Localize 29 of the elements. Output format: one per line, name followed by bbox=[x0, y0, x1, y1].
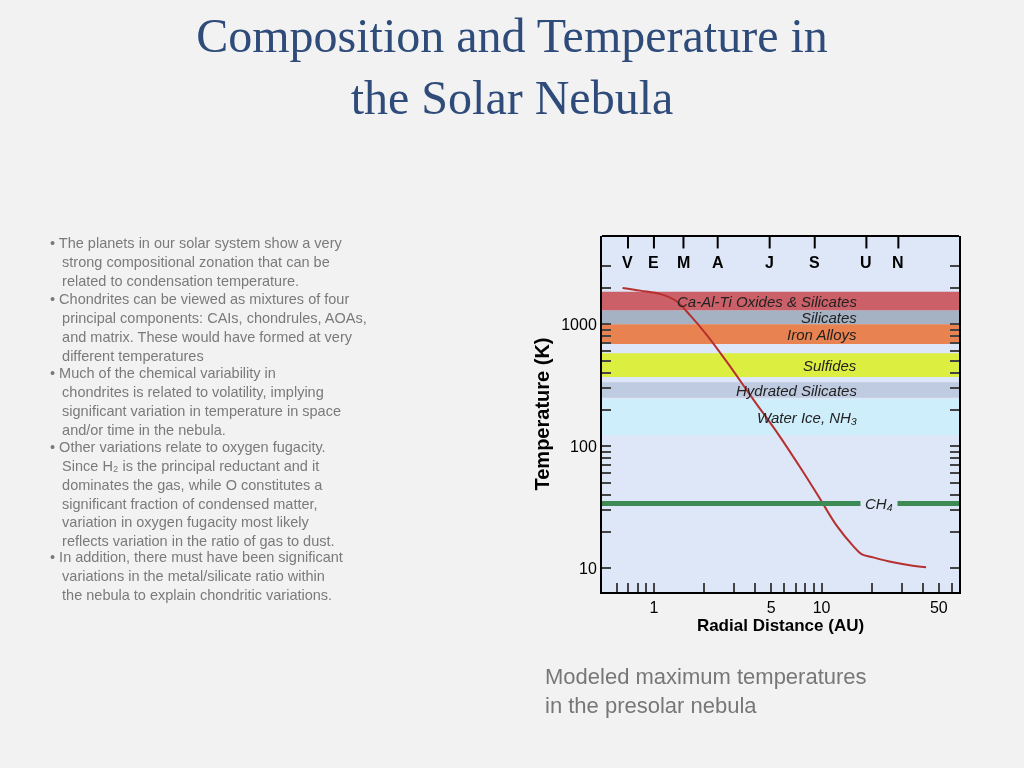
x-axis-title: Radial Distance (AU) bbox=[696, 616, 865, 636]
y-tick-label: 10 bbox=[579, 559, 597, 577]
ref-line-label: E bbox=[648, 254, 659, 271]
y-axis-title: Temperature (K) bbox=[531, 337, 554, 491]
band-label: Ca-Al-Ti Oxides & Silicates bbox=[677, 293, 858, 310]
y-tick-label: 100 bbox=[570, 437, 597, 455]
ref-line-label: U bbox=[860, 254, 872, 271]
ref-line-label: N bbox=[892, 254, 904, 271]
ref-line-label: A bbox=[712, 254, 724, 271]
text: • Other variations relate to oxygen fugacity. Since H₂ is the principal reductant and it dominates the gas, while O constitutes a significant fraction of condensed matter, variation in oxygen fugacity most likely reflects variation in the ratio of gas to dust. bbox=[50, 439, 335, 550]
band-label: Iron Alloys bbox=[787, 326, 857, 343]
ref-line-label: V bbox=[622, 254, 633, 271]
x-tick-label: 50 bbox=[929, 599, 948, 617]
ref-line-label: CH₄ bbox=[865, 495, 893, 512]
chart-title: Composition and Temperature in the Solar Nebula bbox=[196, 9, 828, 125]
x-tick-label: 1 bbox=[649, 599, 659, 617]
text: • Chondrites can be viewed as mixtures of four principal components: CAIs, chondrules, AOAs, and matrix. These would have formed at very different temperatures bbox=[50, 291, 367, 364]
ref-line-label: S bbox=[809, 254, 820, 271]
y-tick-label: 1000 bbox=[561, 315, 597, 333]
text: • In addition, there must have been significant variations in the metal/silicate ratio within the nebula to explain chondritic variations. bbox=[50, 549, 343, 603]
text: • The planets in our solar system show a very strong compositional zonation that can be related to condensation temperature. bbox=[50, 235, 343, 289]
x-tick-label: 10 bbox=[812, 599, 831, 617]
x-tick-label: 5 bbox=[766, 599, 776, 617]
ref-line-label: M bbox=[677, 254, 691, 271]
band-label: Sulfides bbox=[803, 357, 857, 374]
text: • Much of the chemical variability in chondrites is related to volatility, implying significant variation in temperature in space and/or time in the nebula. bbox=[50, 365, 341, 438]
band-label: Silicates bbox=[801, 309, 858, 326]
ref-line-label: J bbox=[765, 254, 774, 271]
text: Modeled maximum temperatures in the presolar nebula bbox=[545, 664, 867, 718]
